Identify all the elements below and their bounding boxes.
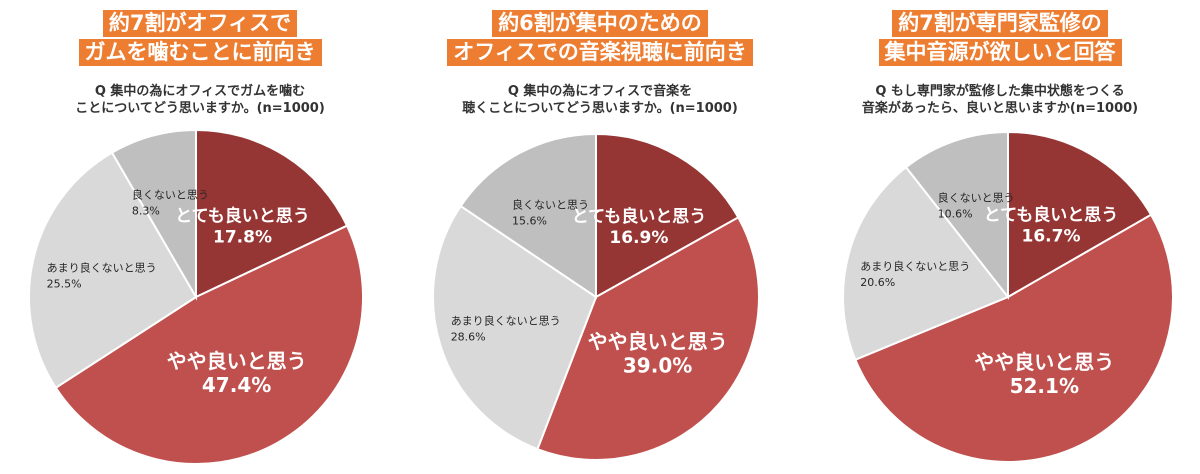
slice-not-very-good-value: 25.5% [47, 278, 82, 291]
slice-not-very-good [28, 151, 198, 390]
headline: 約7割がオフィスで ガムを噛むことに前向き [0, 10, 400, 68]
slice-not-good [110, 128, 197, 301]
slice-not-good-value: 15.6% [512, 215, 547, 228]
survey-panel-gum: 約7割がオフィスで ガムを噛むことに前向き Q 集中の為にオフィスでガムを噛む … [0, 0, 400, 474]
slice-somewhat-good-label: やや良いと思う [974, 350, 1114, 374]
slice-somewhat-good-label: やや良いと思う [167, 349, 307, 373]
headline-line-2: ガムを噛むことに前向き [78, 39, 322, 66]
slice-not-good-label: 良くないと思う [132, 187, 209, 201]
survey-panel-music: 約6割が集中のための オフィスでの音楽視聴に前向き Q 集中の為にオフィスで音楽… [400, 0, 800, 474]
slice-somewhat-good [854, 213, 1174, 463]
slice-very-good [595, 132, 740, 299]
slice-very-good-value: 16.7% [1022, 227, 1081, 247]
slice-very-good-label: とても良いと思う [984, 205, 1119, 226]
question-line-1: Q 集中の為にオフィスで音楽を [507, 84, 693, 99]
question-text: Q 集中の為にオフィスで音楽を 聴くことについてどう思いますか。(n=1000) [400, 83, 800, 117]
slice-not-very-good-value: 20.6% [860, 276, 895, 289]
slice-not-very-good-value: 28.6% [451, 331, 486, 344]
headline-line-2: 集中音源が欲しいと回答 [878, 39, 1122, 66]
question-text: Q もし専門家が監修した集中状態をつくる 音楽があったら、良いと思いますか(n=… [800, 83, 1200, 117]
slice-somewhat-good-label: やや良いと思う [588, 329, 728, 353]
slice-very-good [1007, 130, 1153, 299]
headline-line-1: 約7割がオフィスで [102, 10, 298, 37]
slice-not-very-good-label: あまり良くないと思う [860, 259, 970, 273]
question-line-2: ことについてどう思いますか。(n=1000) [75, 101, 325, 116]
slice-not-very-good-label: あまり良くないと思う [451, 314, 561, 328]
slice-not-good-label: 良くないと思う [938, 190, 1015, 204]
slice-somewhat-good-value: 39.0% [623, 353, 692, 377]
question-line-1: Q もし専門家が監修した集中状態をつくる [875, 84, 1125, 99]
slice-very-good-value: 17.8% [213, 228, 272, 248]
slice-somewhat-good-value: 47.4% [202, 373, 271, 397]
slice-not-good [459, 132, 597, 299]
slice-very-good-label: とても良いと思う [572, 206, 707, 227]
slice-not-good [904, 130, 1009, 300]
headline-line-2: オフィスでの音楽視聴に前向き [447, 39, 753, 66]
headline-line-1: 約7割が専門家監修の [892, 10, 1108, 37]
slice-somewhat-good [54, 224, 365, 465]
slice-not-good-value: 10.6% [938, 207, 973, 220]
slice-not-very-good-label: あまり良くないと思う [47, 261, 157, 275]
headline: 約6割が集中のための オフィスでの音楽視聴に前向き [400, 10, 800, 68]
slice-very-good [195, 128, 349, 299]
slice-not-good-value: 8.3% [132, 204, 160, 217]
slice-somewhat-good [536, 216, 760, 461]
headline-line-1: 約6割が集中のための [492, 10, 708, 37]
question-line-2: 聴くことについてどう思いますか。(n=1000) [462, 101, 738, 116]
question-text: Q 集中の為にオフィスでガムを噛む ことについてどう思いますか。(n=1000) [0, 83, 400, 117]
slice-not-very-good [432, 204, 598, 451]
question-line-1: Q 集中の為にオフィスでガムを噛む [94, 84, 306, 99]
slice-not-very-good [841, 165, 1010, 361]
slice-very-good-value: 16.9% [609, 228, 668, 248]
slice-somewhat-good-value: 52.1% [1010, 374, 1079, 398]
slice-very-good-label: とても良いと思う [175, 206, 310, 227]
survey-panel-expert-music: 約7割が専門家監修の 集中音源が欲しいと回答 Q もし専門家が監修した集中状態を… [800, 0, 1200, 474]
slice-not-good-label: 良くないと思う [512, 198, 589, 212]
headline: 約7割が専門家監修の 集中音源が欲しいと回答 [800, 10, 1200, 68]
question-line-2: 音楽があったら、良いと思いますか(n=1000) [861, 101, 1139, 116]
